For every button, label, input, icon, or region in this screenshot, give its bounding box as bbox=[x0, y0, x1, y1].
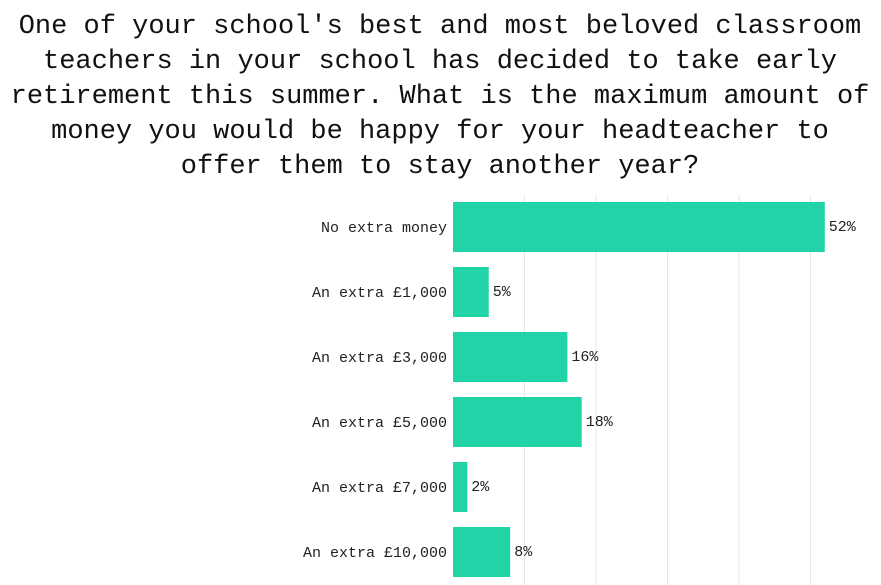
bar bbox=[453, 397, 582, 447]
chart-title: retirement this summer. What is the maxi… bbox=[11, 82, 870, 112]
value-label: 2% bbox=[471, 479, 490, 496]
chart-title: offer them to stay another year? bbox=[181, 152, 699, 182]
value-label: 8% bbox=[514, 544, 533, 561]
value-label: 5% bbox=[493, 284, 512, 301]
y-tick-label: An extra £7,000 bbox=[312, 480, 447, 497]
chart-title: One of your school's best and most belov… bbox=[19, 12, 862, 42]
chart-title: money you would be happy for your headte… bbox=[51, 117, 829, 147]
bar bbox=[453, 332, 568, 382]
bar bbox=[453, 267, 489, 317]
bar bbox=[453, 202, 825, 252]
y-tick-label: An extra £1,000 bbox=[312, 285, 447, 302]
value-label: 52% bbox=[829, 219, 857, 236]
bar bbox=[453, 527, 511, 577]
y-tick-label: An extra £3,000 bbox=[312, 350, 447, 367]
y-tick-label: An extra £5,000 bbox=[312, 415, 447, 432]
plot: No extra money 52% An extra £1,000 5% An ext… bbox=[303, 202, 857, 577]
y-tick-label: An extra £10,000 bbox=[303, 545, 447, 562]
grid bbox=[524, 195, 811, 585]
bar bbox=[453, 462, 468, 512]
chart-title: teachers in your school has decided to t… bbox=[43, 47, 837, 77]
y-tick-label: No extra money bbox=[321, 220, 447, 237]
value-label: 16% bbox=[571, 349, 599, 366]
value-label: 18% bbox=[586, 414, 614, 431]
